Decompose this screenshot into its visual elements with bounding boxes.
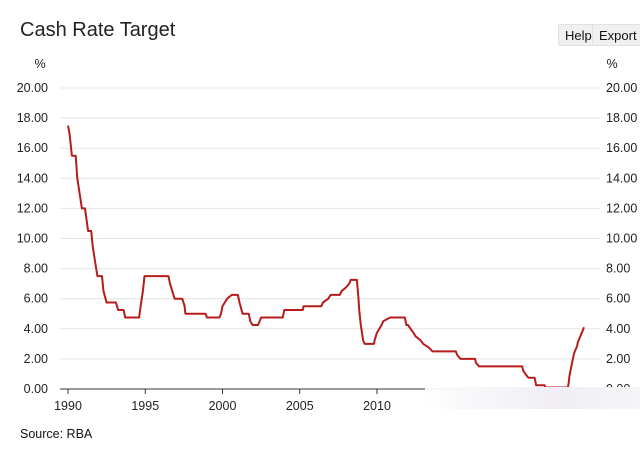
y-tick-label-left: 20.00 [17, 81, 48, 95]
y-tick-label-left: 4.00 [24, 322, 48, 336]
axis-layer: 0.00 0.00 2.00 2.00 4.00 4.00 6.00 6.00 8.00 8.00… [17, 57, 638, 413]
y-tick-label-left: 6.00 [24, 292, 48, 306]
y-tick-label-right: 12.00 [606, 201, 637, 215]
x-tick-label: 2005 [286, 399, 314, 413]
y-tick-label-right: 20.00 [606, 81, 637, 95]
y-tick-label-right: 4.00 [606, 322, 630, 336]
chart-title: Cash Rate Target [20, 19, 176, 41]
y-tick-label-left: 0.00 [24, 382, 48, 396]
y-tick-label-left: 2.00 [24, 352, 48, 366]
y-axis-unit-left: % [34, 57, 45, 71]
y-tick-label-left: 10.00 [17, 232, 48, 246]
y-tick-label-left: 18.00 [17, 111, 48, 125]
y-tick-label-left: 14.00 [17, 171, 48, 185]
x-tick-label: 1990 [54, 399, 82, 413]
y-tick-label-left: 16.00 [17, 141, 48, 155]
y-tick-label-right: 8.00 [606, 262, 630, 276]
y-axis-unit-right: % [606, 57, 617, 71]
x-tick-label: 2010 [363, 399, 391, 413]
y-tick-label-right: 14.00 [606, 171, 637, 185]
y-tick-label-left: 8.00 [24, 262, 48, 276]
series-layer [67, 125, 585, 389]
y-tick-label-right: 0.00 [606, 382, 630, 396]
y-tick-label-right: 2.00 [606, 352, 630, 366]
source-note: Source: RBA [20, 427, 93, 441]
series-line [67, 125, 585, 389]
x-tick-label: 1995 [131, 399, 159, 413]
help-button[interactable]: Help [558, 24, 599, 46]
export-button[interactable]: Export [592, 24, 640, 46]
y-tick-label-right: 18.00 [606, 111, 637, 125]
y-tick-label-right: 6.00 [606, 292, 630, 306]
grid-layer [60, 87, 600, 360]
y-tick-label-right: 10.00 [606, 232, 637, 246]
x-tick-label: 2000 [209, 399, 237, 413]
y-tick-label-left: 12.00 [17, 201, 48, 215]
y-tick-label-right: 16.00 [606, 141, 637, 155]
